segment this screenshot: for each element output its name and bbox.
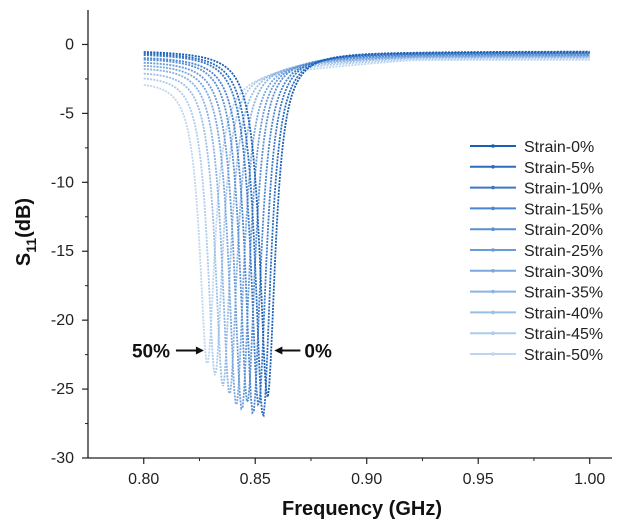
x-tick-label: 0.95 <box>463 471 494 488</box>
legend-label: Strain-50% <box>524 347 603 364</box>
series-line-strain-0 <box>143 50 590 398</box>
series-line-strain-25 <box>143 54 590 411</box>
x-axis-title: Frequency (GHz) <box>282 498 442 520</box>
axes-layer: 0 -5 -10 -15 -20 -25 -30 0.80 0.85 0.90 0.95 1.00 <box>51 10 612 488</box>
x-tick-label: 0.85 <box>240 471 271 488</box>
y-axis-title-subscript: 11 <box>23 238 39 253</box>
legend-marker <box>491 185 495 190</box>
curves-layer <box>143 50 590 418</box>
legend-marker <box>491 331 495 336</box>
y-tick-label: 0 <box>65 36 74 53</box>
series-line-strain-40 <box>143 56 590 387</box>
y-axis-title: S11(dB) <box>13 198 39 266</box>
legend-label: Strain-30% <box>524 264 603 281</box>
legend-marker <box>491 310 495 315</box>
legend-marker <box>491 289 495 294</box>
axis-titles: Frequency (GHz) S11(dB) <box>13 198 442 520</box>
legend-label: Strain-25% <box>524 243 603 260</box>
legend-label: Strain-15% <box>524 201 603 218</box>
legend-marker <box>491 227 495 231</box>
legend-label: Strain-0% <box>524 139 594 156</box>
legend-label: Strain-5% <box>524 160 594 177</box>
legend-label: Strain-40% <box>524 305 603 322</box>
legend: Strain-0% Strain-5% Strain-10% Strain-15% St… <box>470 139 603 364</box>
legend-label: Strain-45% <box>524 326 603 343</box>
y-tick-label: -5 <box>60 105 74 122</box>
series-line-strain-15 <box>143 52 590 415</box>
series-line-strain-45 <box>143 57 590 376</box>
legend-marker <box>491 248 495 252</box>
y-axis-title-suffix: (dB) <box>13 198 35 238</box>
series-line-strain-10 <box>143 52 590 407</box>
legend-marker <box>491 269 495 273</box>
legend-label: Strain-35% <box>524 285 603 302</box>
annotation-label-0: 0% <box>304 341 332 362</box>
y-tick-label: -25 <box>51 381 74 398</box>
series-line-strain-20 <box>143 53 590 404</box>
legend-marker <box>491 206 495 211</box>
legend-label: Strain-10% <box>524 181 603 198</box>
series-line-strain-35 <box>143 55 590 396</box>
series-line-strain-30 <box>143 54 590 407</box>
y-tick-label: -10 <box>51 174 74 191</box>
legend-marker <box>491 165 495 169</box>
x-tick-label: 0.90 <box>351 471 382 488</box>
annotation-arrowhead-50 <box>195 346 204 355</box>
legend-marker <box>491 352 495 356</box>
annotations-layer: 50% 0% <box>132 341 332 362</box>
legend-marker <box>491 144 495 148</box>
legend-label: Strain-20% <box>524 222 603 239</box>
y-tick-label: -20 <box>51 312 74 329</box>
y-axis-title-main: S <box>13 253 35 266</box>
series-line-strain-5 <box>143 51 590 418</box>
annotation-label-50: 50% <box>132 341 170 362</box>
y-tick-label: -30 <box>51 450 74 467</box>
y-tick-label: -15 <box>51 243 74 260</box>
series-line-strain-50 <box>143 58 590 366</box>
x-tick-label: 0.80 <box>128 471 159 488</box>
x-tick-label: 1.00 <box>574 471 605 488</box>
